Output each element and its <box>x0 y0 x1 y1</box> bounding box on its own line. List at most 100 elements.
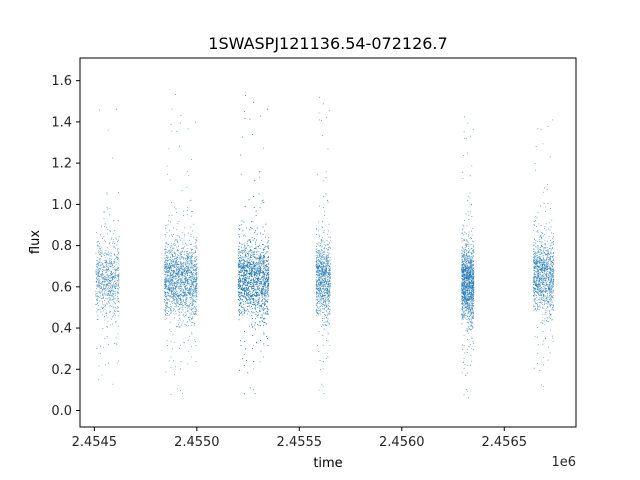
data-point <box>118 251 119 253</box>
data-point <box>165 268 167 270</box>
data-point <box>256 275 258 277</box>
data-point <box>170 265 172 267</box>
data-point <box>253 311 255 313</box>
data-point <box>262 279 264 280</box>
data-point <box>111 290 112 291</box>
data-point <box>192 248 194 250</box>
data-point <box>268 247 269 249</box>
data-point <box>252 303 254 305</box>
data-point <box>111 237 112 239</box>
data-point <box>244 297 246 299</box>
data-point <box>168 267 169 268</box>
data-point <box>190 293 192 295</box>
data-point <box>164 285 166 287</box>
data-point <box>174 276 175 278</box>
data-point <box>171 290 173 292</box>
data-point <box>194 259 196 261</box>
data-point <box>239 283 240 285</box>
data-point <box>251 134 253 135</box>
data-point <box>116 244 118 246</box>
data-point <box>164 277 166 279</box>
data-point <box>166 305 168 307</box>
data-point <box>102 271 103 272</box>
data-point <box>192 298 194 300</box>
data-point <box>244 292 245 294</box>
data-point <box>182 282 183 284</box>
data-point <box>178 300 180 302</box>
data-point <box>165 300 166 302</box>
data-point <box>243 283 245 285</box>
data-point <box>245 264 247 266</box>
data-point <box>267 260 269 262</box>
data-point <box>246 243 248 244</box>
data-point <box>241 267 242 269</box>
data-point <box>111 318 112 320</box>
data-point <box>265 286 266 288</box>
data-point <box>118 289 120 291</box>
data-point <box>183 275 185 277</box>
data-point <box>164 252 166 254</box>
data-point <box>256 295 257 297</box>
data-point <box>191 255 193 257</box>
data-point <box>195 307 197 309</box>
data-point <box>177 302 178 303</box>
data-point <box>239 283 240 285</box>
data-point <box>245 301 246 303</box>
data-point <box>170 308 172 309</box>
data-point <box>109 280 110 281</box>
data-point <box>239 266 241 268</box>
data-point <box>109 285 111 287</box>
data-point <box>246 265 248 267</box>
data-point <box>192 289 194 290</box>
data-point <box>170 247 171 249</box>
data-point <box>96 278 97 279</box>
data-point <box>180 298 182 300</box>
data-point <box>261 304 262 306</box>
data-point <box>99 258 101 260</box>
data-point <box>172 264 174 266</box>
data-point <box>241 259 243 261</box>
data-point <box>108 259 110 261</box>
data-point <box>116 282 118 284</box>
data-point <box>183 292 185 293</box>
data-point <box>112 276 114 278</box>
data-point <box>176 258 177 259</box>
data-point <box>107 268 109 270</box>
data-point <box>98 282 99 284</box>
data-point <box>194 251 196 252</box>
data-point <box>241 285 243 286</box>
data-point <box>112 305 114 307</box>
data-point <box>245 296 246 298</box>
data-point <box>105 224 107 226</box>
data-point <box>178 257 180 259</box>
data-point <box>178 295 180 296</box>
data-point <box>195 288 197 289</box>
data-point <box>113 269 115 270</box>
data-point <box>268 279 269 281</box>
data-point <box>260 340 261 341</box>
data-point <box>242 250 244 251</box>
data-point <box>242 270 243 272</box>
data-point <box>186 321 188 323</box>
data-point <box>264 274 265 276</box>
data-point <box>251 269 252 271</box>
data-point <box>115 307 117 309</box>
data-point <box>253 279 255 281</box>
data-point <box>176 300 178 302</box>
data-point <box>180 262 181 264</box>
data-point <box>169 295 171 297</box>
data-point <box>250 295 252 297</box>
data-point <box>101 306 103 308</box>
data-point <box>109 280 111 282</box>
data-point <box>187 305 189 307</box>
data-point <box>238 282 240 284</box>
data-point <box>176 239 178 241</box>
data-point <box>263 309 265 310</box>
data-point <box>245 279 247 280</box>
data-point <box>111 285 113 287</box>
data-point <box>102 307 104 309</box>
data-point <box>190 286 192 287</box>
data-point <box>180 344 181 346</box>
data-point <box>170 285 172 286</box>
data-point <box>240 298 242 300</box>
